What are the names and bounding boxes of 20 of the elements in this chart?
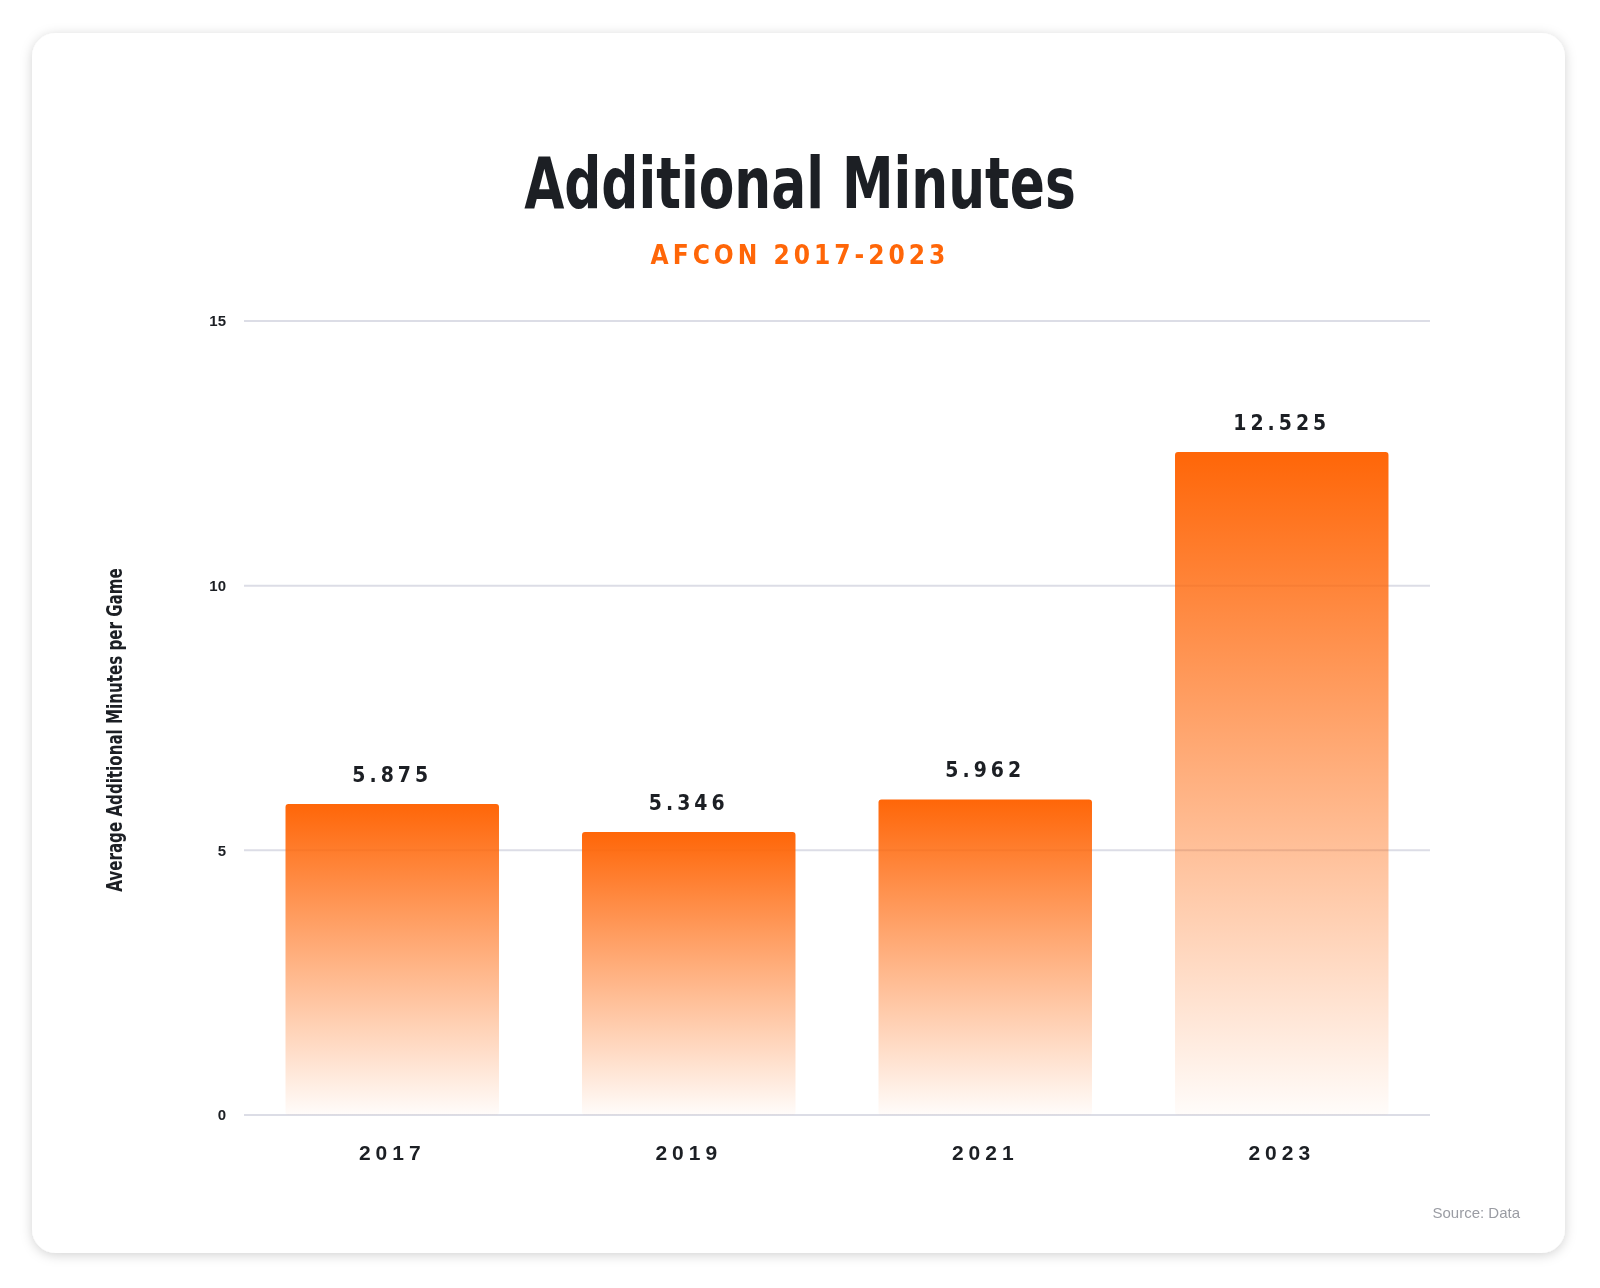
data-label: 5.346 (648, 791, 729, 816)
y-tick-label: 0 (217, 1106, 226, 1124)
x-tick-label: 2023 (1248, 1140, 1316, 1164)
x-tick-label: 2017 (358, 1140, 426, 1164)
y-axis-title: Average Additional Minutes per Game (102, 568, 127, 892)
source-note: Source: Data (1432, 1204, 1521, 1221)
data-label: 5.875 (352, 763, 433, 788)
bar (582, 832, 796, 1115)
y-tick-label: 10 (209, 576, 226, 594)
x-tick-label: 2021 (951, 1140, 1019, 1164)
y-tick-label: 5 (217, 841, 226, 859)
x-tick-label: 2019 (655, 1140, 723, 1164)
bar (1175, 452, 1389, 1115)
chart-title: Additional Minutes (524, 140, 1076, 225)
data-label: 12.525 (1233, 411, 1331, 436)
bar (878, 799, 1092, 1115)
chart-subtitle: AFCON 2017-2023 (650, 240, 950, 270)
data-label: 5.962 (945, 758, 1026, 783)
y-tick-label: 15 (209, 312, 226, 330)
bar (285, 804, 499, 1115)
